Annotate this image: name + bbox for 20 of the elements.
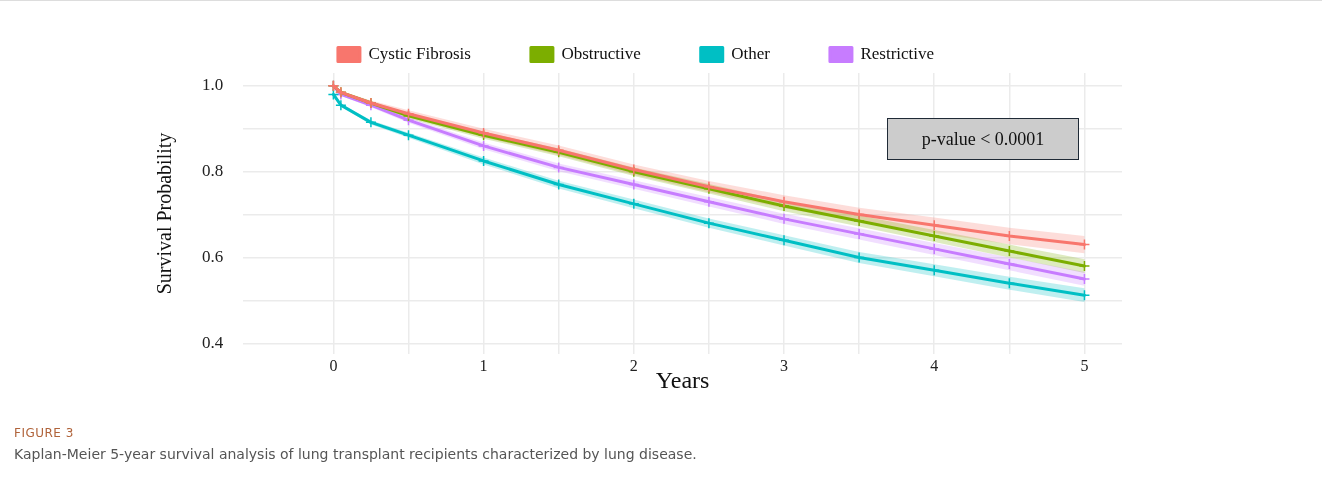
- x-tick-label: 3: [780, 356, 789, 374]
- text: Kaplan-Meier 5-year survival analysis of lung transplant recipients characterized by lung disease.: [14, 446, 697, 462]
- y-tick-label: 0.4: [202, 332, 224, 352]
- annotation: p-value < 0.0001: [921, 128, 1045, 150]
- legend-label: Restrictive: [860, 43, 935, 63]
- legend-label: Cystic Fibrosis: [368, 43, 471, 63]
- text-box: p-value < 0.0001: [887, 118, 1079, 160]
- x-tick-label: 2: [629, 356, 638, 374]
- x-tick-label: 1: [479, 356, 488, 374]
- legend-label: Obstructive: [561, 43, 641, 63]
- legend-label: Other: [731, 43, 771, 63]
- y-tick-label: 0.8: [202, 161, 224, 181]
- caption: FIGURE 3: [14, 426, 74, 440]
- x-axis-title: Years: [655, 366, 710, 393]
- x-tick-label: 4: [930, 356, 939, 374]
- y-tick-label: 1.0: [202, 75, 224, 95]
- y-axis-title: Survival Probability: [153, 132, 177, 295]
- x-tick-label: 0: [329, 356, 338, 374]
- y-tick-label: 0.6: [202, 246, 224, 266]
- x-tick-label: 5: [1080, 356, 1089, 374]
